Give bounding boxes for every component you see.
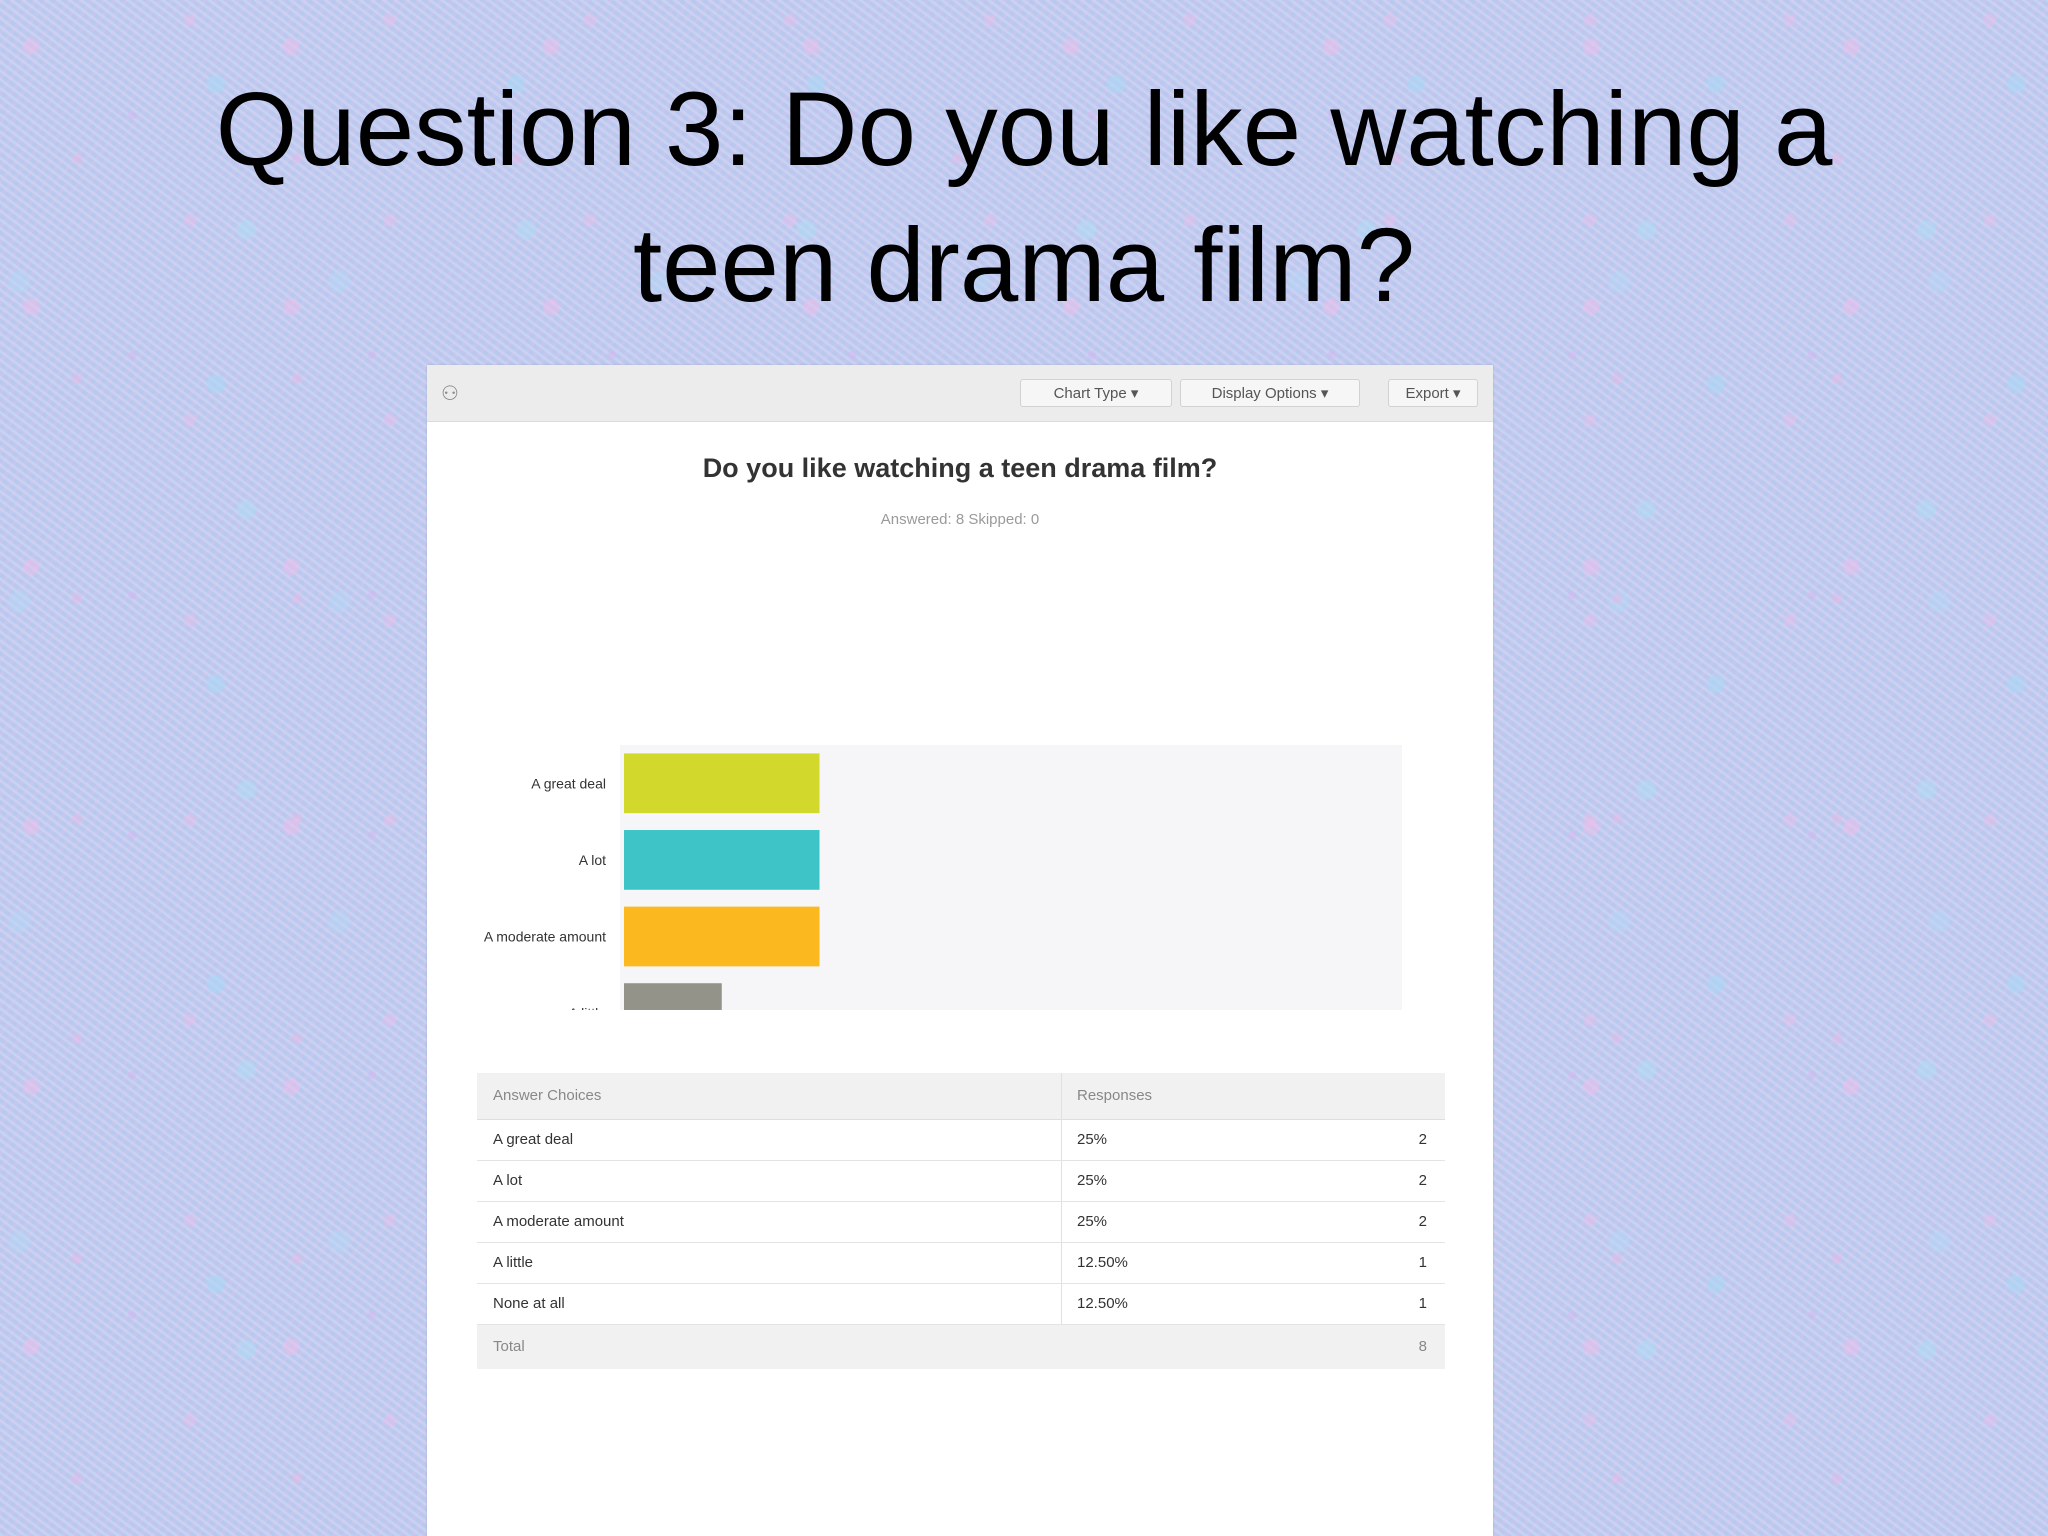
category-label: A lot (579, 852, 606, 868)
bar-a-little[interactable] (624, 983, 722, 1010)
responses-table: Answer Choices Responses A great deal 25… (477, 1073, 1445, 1369)
table-row: A little 12.50% 1 (477, 1243, 1445, 1284)
slide-title: Question 3: Do you like watching a teen … (215, 71, 1833, 324)
table-total-row: Total 8 (477, 1325, 1445, 1369)
chart-type-button[interactable]: Chart Type ▾ (1020, 379, 1172, 407)
category-label: A little (569, 1005, 607, 1010)
chart-toolbar: ⚇ Chart Type ▾ Display Options ▾ Export … (427, 365, 1493, 422)
row-choice: A little (493, 1254, 534, 1271)
row-choice: A great deal (493, 1131, 574, 1148)
header-answer-choices: Answer Choices (493, 1087, 602, 1104)
row-choice: A lot (493, 1172, 523, 1189)
header-responses: Responses (1077, 1087, 1153, 1104)
row-count: 1 (1418, 1295, 1427, 1312)
row-percent: 12.50% (1077, 1295, 1128, 1312)
survey-results-panel: ⚇ Chart Type ▾ Display Options ▾ Export … (427, 365, 1493, 1536)
category-label: A moderate amount (484, 929, 606, 945)
table-row: A great deal 25% 2 (477, 1120, 1445, 1161)
row-percent: 25% (1077, 1172, 1108, 1189)
display-options-button[interactable]: Display Options ▾ (1180, 379, 1360, 407)
bar-a-lot[interactable] (624, 830, 820, 890)
row-count: 1 (1418, 1254, 1427, 1271)
export-button[interactable]: Export ▾ (1388, 379, 1478, 407)
row-percent: 12.50% (1077, 1254, 1128, 1271)
row-choice: None at all (493, 1295, 565, 1312)
table-header-row: Answer Choices Responses (477, 1073, 1445, 1120)
row-percent: 25% (1077, 1213, 1108, 1230)
row-count: 2 (1418, 1172, 1427, 1189)
total-value: 8 (1418, 1338, 1427, 1355)
table-row: None at all 12.50% 1 (477, 1284, 1445, 1325)
row-count: 2 (1418, 1131, 1427, 1148)
table-row: A moderate amount 25% 2 (477, 1202, 1445, 1243)
bar-a-great-deal[interactable] (624, 753, 820, 814)
category-label: A great deal (531, 775, 606, 791)
chart-subtitle: Answered: 8 Skipped: 0 (880, 511, 1040, 528)
total-label: Total (493, 1338, 525, 1355)
row-count: 2 (1418, 1213, 1427, 1230)
chart-icon: ⚇ (441, 383, 459, 405)
row-choice: A moderate amount (493, 1213, 624, 1230)
row-percent: 25% (1077, 1131, 1108, 1148)
chart-title: Do you like watching a teen drama film? (702, 453, 1218, 483)
bar-chart: A great deal A lot A moderate amount A litt… (484, 745, 1402, 1010)
bar-a-moderate-amount[interactable] (624, 906, 820, 967)
table-row: A lot 25% 2 (477, 1161, 1445, 1202)
